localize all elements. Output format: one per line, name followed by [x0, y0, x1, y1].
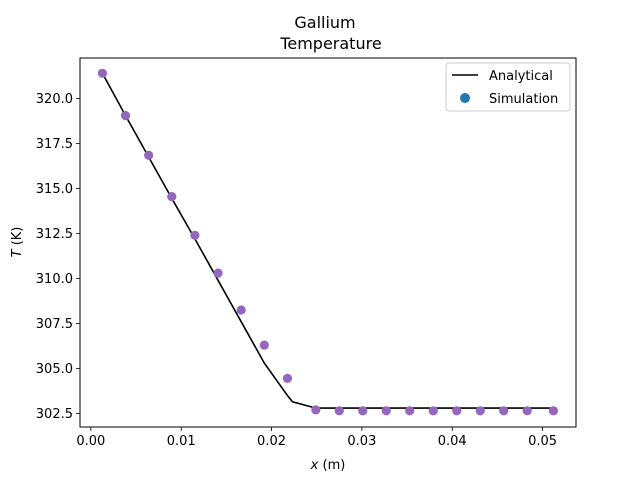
simulation-point — [405, 406, 415, 416]
axes-frame — [79, 57, 577, 428]
simulation-point — [282, 373, 293, 383]
simulation-point — [381, 406, 391, 416]
y-tick-label: 312.5 — [36, 227, 73, 242]
y-tick-label: 317.5 — [36, 137, 73, 152]
x-axis-ticks: 0.00 0.01 0.02 0.03 0.04 0.05 — [76, 427, 557, 449]
simulation-point — [213, 268, 223, 278]
simulation-point — [522, 406, 532, 416]
x-tick-label: 0.05 — [528, 434, 557, 449]
y-axis-ticks: 302.5 305.0 307.5 310.0 312.5 315.0 317.5 320.0 — [36, 92, 80, 422]
simulation-point — [236, 305, 246, 315]
y-tick-label: 302.5 — [36, 407, 73, 422]
simulation-point — [97, 68, 108, 78]
simulation-point — [311, 405, 321, 415]
chart-title-line2: Temperature — [279, 34, 381, 53]
x-axis-label: x (m) — [310, 458, 346, 473]
simulation-point — [358, 406, 368, 416]
simulation-point — [499, 406, 509, 416]
legend: Analytical Simulation — [445, 62, 571, 112]
simulation-point — [428, 406, 438, 416]
simulation-point — [548, 406, 559, 416]
plot-area — [97, 68, 559, 416]
simulation-point — [452, 406, 462, 416]
y-tick-label: 305.0 — [36, 362, 73, 377]
x-tick-label: 0.04 — [438, 434, 467, 449]
x-tick-label: 0.01 — [167, 434, 196, 449]
x-tick-label: 0.03 — [347, 434, 376, 449]
y-tick-label: 310.0 — [36, 272, 73, 287]
y-tick-label: 315.0 — [36, 182, 73, 197]
simulation-point — [190, 230, 200, 240]
simulation-point — [259, 340, 269, 350]
simulation-point — [144, 150, 154, 160]
legend-simulation-marker-icon — [460, 93, 470, 103]
y-axis-label: T (K) — [10, 227, 25, 258]
x-tick-label: 0.00 — [76, 434, 105, 449]
chart-title-line1: Gallium — [294, 13, 355, 32]
y-tick-label: 320.0 — [36, 92, 73, 107]
legend-simulation-label: Simulation — [489, 92, 558, 107]
simulation-point — [334, 406, 344, 416]
simulation-point — [120, 111, 131, 121]
simulation-point — [167, 192, 177, 202]
x-tick-label: 0.02 — [257, 434, 286, 449]
simulation-point — [475, 406, 485, 416]
legend-analytical-label: Analytical — [489, 69, 553, 84]
y-tick-label: 307.5 — [36, 317, 73, 332]
